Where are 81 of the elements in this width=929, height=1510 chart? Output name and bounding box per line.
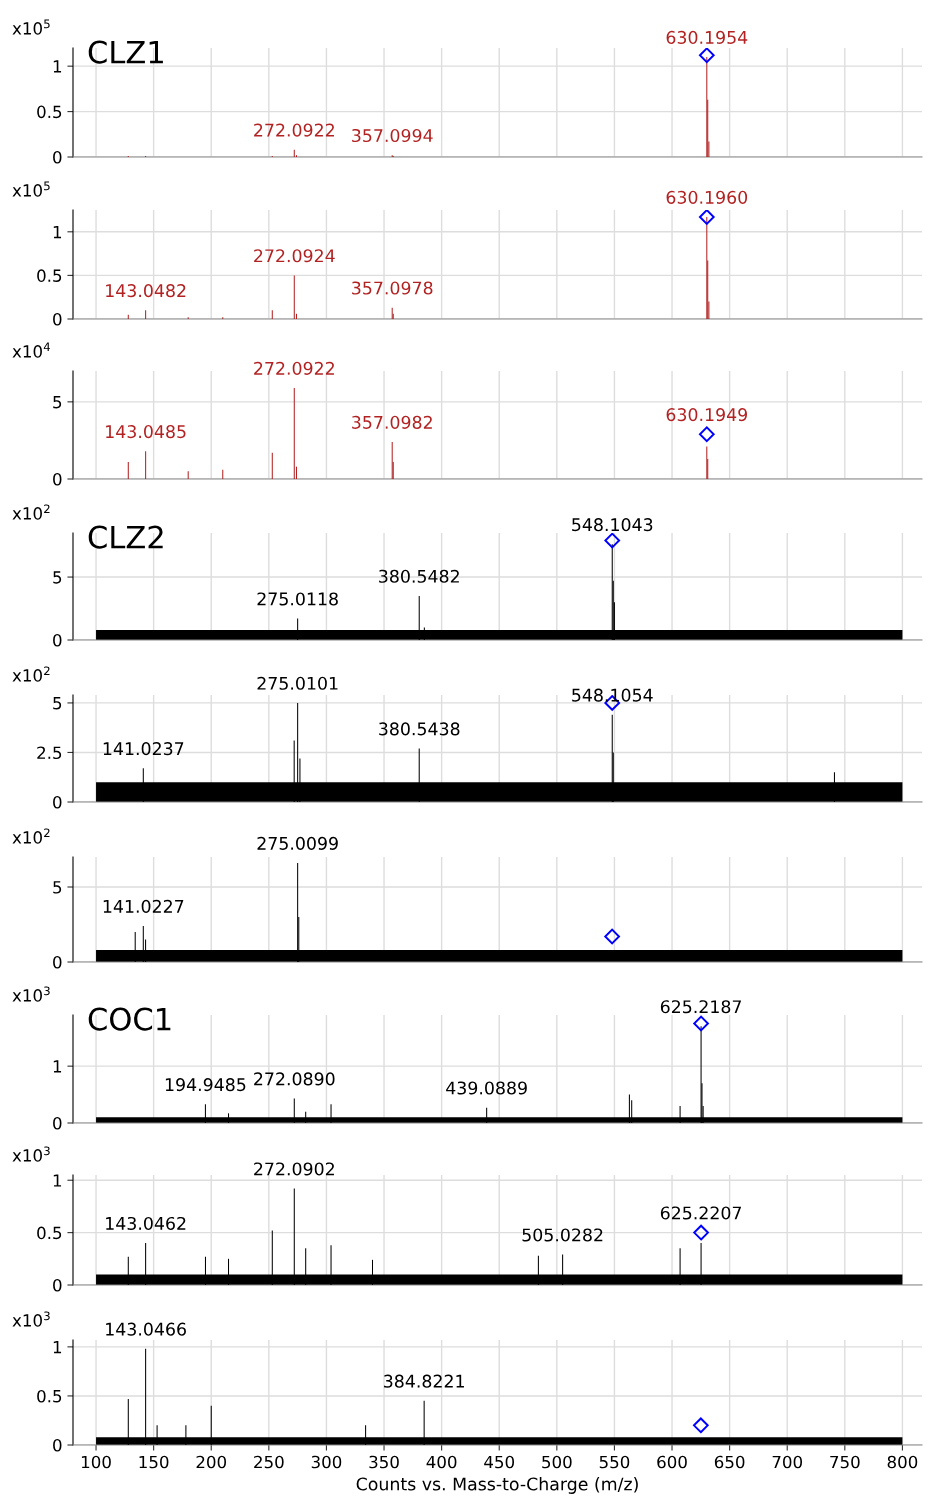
annotation: 272.0902 <box>254 1162 334 1176</box>
annotation: 630.1960 <box>666 190 748 204</box>
x-tick-label: 150 <box>139 1455 169 1469</box>
y-tick-label: 5 <box>53 881 62 894</box>
annotation: 143.0462 <box>106 1216 186 1231</box>
y-axis-title: x10$^{3}$ <box>12 1146 50 1162</box>
annotation: 384.8221 <box>384 1374 464 1388</box>
y-tick-label: 0.5 <box>37 269 62 282</box>
annotation: 380.5438 <box>379 722 460 736</box>
y-tick-label: 5 <box>53 697 62 710</box>
annotation: 275.0099 <box>257 836 338 850</box>
y-tick-label: 0 <box>53 1116 62 1130</box>
y-tick-label: 5 <box>53 396 62 409</box>
y-tick-label: 1 <box>53 1341 62 1354</box>
y-axis-title: x10$^{2}$ <box>12 828 50 844</box>
annotation: 143.0466 <box>106 1322 186 1336</box>
annotation: 143.0485 <box>106 425 186 439</box>
x-tick-label: 400 <box>426 1455 457 1469</box>
annotation: 505.0282 <box>522 1228 603 1242</box>
annotation: 272.0922 <box>254 361 334 375</box>
y-tick-label: 0 <box>53 795 62 809</box>
y-tick-label: 0 <box>53 633 62 647</box>
y-axis-title: x10$^{2}$ <box>12 666 50 682</box>
annotation: 275.0101 <box>257 676 338 690</box>
y-axis-title: x10$^{5}$ <box>12 181 50 197</box>
y-axis-title: x10$^{3}$ <box>12 986 50 1002</box>
x-tick-label: 300 <box>311 1455 342 1469</box>
x-tick-label: 450 <box>484 1455 515 1469</box>
y-tick-label: 5 <box>53 571 62 584</box>
chart-title: CLZ1 <box>88 40 163 64</box>
chart-title: CLZ2 <box>88 525 163 549</box>
annotation: 548.1043 <box>572 518 653 532</box>
annotation: 439.0889 <box>446 1081 527 1095</box>
x-tick-label: 600 <box>657 1455 687 1469</box>
annotation: 630.1949 <box>666 408 747 422</box>
annotation: 357.0982 <box>352 415 432 429</box>
annotation: 143.0482 <box>106 284 186 298</box>
y-tick-label: 0 <box>53 150 62 164</box>
x-tick-label: 350 <box>369 1455 399 1469</box>
annotation: 272.0924 <box>254 249 335 263</box>
y-tick-label: 0 <box>53 1278 62 1292</box>
y-axis-title: x10$^{2}$ <box>12 504 50 520</box>
y-tick-label: 0.5 <box>37 1389 62 1403</box>
annotation: 357.0978 <box>352 281 433 295</box>
x-tick-label: 750 <box>830 1455 860 1469</box>
y-axis-title: x10$^{5}$ <box>12 19 50 35</box>
y-tick-label: 0 <box>53 312 62 326</box>
y-tick-label: 0 <box>53 1438 62 1452</box>
x-tick-label: 500 <box>542 1455 572 1469</box>
annotation: 548.1054 <box>572 688 653 702</box>
y-tick-label: 1 <box>53 60 62 73</box>
chart-title: COC1 <box>88 1007 171 1031</box>
annotation: 141.0227 <box>103 899 184 913</box>
annotation: 625.2187 <box>660 1000 742 1014</box>
annotation: 380.5482 <box>379 569 459 583</box>
x-tick-label: 200 <box>196 1455 227 1469</box>
x-axis-title: Counts vs. Mass-to-Charge (m/z) <box>356 1477 638 1494</box>
annotation: 272.0890 <box>254 1072 335 1086</box>
x-tick-label: 650 <box>714 1455 745 1469</box>
y-axis-title: x10$^{3}$ <box>12 1311 50 1327</box>
x-tick-label: 100 <box>81 1455 111 1469</box>
y-tick-label: 0.5 <box>37 1226 62 1240</box>
y-tick-label: 1 <box>53 1060 62 1073</box>
y-tick-label: 1 <box>53 225 62 239</box>
x-tick-label: 800 <box>887 1455 918 1469</box>
y-tick-label: 0 <box>53 472 62 486</box>
y-tick-label: 0 <box>53 955 62 969</box>
annotation: 630.1954 <box>666 30 748 44</box>
annotation: 275.0118 <box>257 592 338 606</box>
x-tick-label: 550 <box>599 1455 630 1469</box>
x-tick-label: 250 <box>254 1455 284 1469</box>
y-tick-label: 1 <box>53 1174 62 1187</box>
annotation: 272.0922 <box>254 123 334 137</box>
x-tick-label: 700 <box>772 1455 803 1469</box>
y-tick-label: 2.5 <box>37 746 62 760</box>
annotation: 194.9485 <box>165 1078 246 1092</box>
annotation: 625.2207 <box>660 1206 742 1220</box>
y-axis-title: x10$^{4}$ <box>12 342 50 358</box>
y-tick-label: 0.5 <box>37 105 62 119</box>
annotation: 141.0237 <box>103 742 184 756</box>
annotation: 357.0994 <box>352 128 433 143</box>
